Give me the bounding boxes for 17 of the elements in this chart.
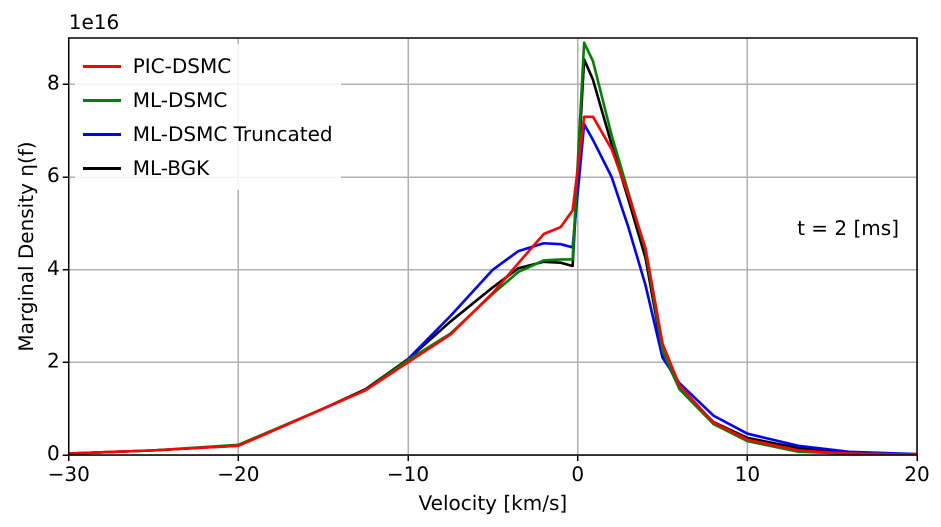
annotation: t = 2 [ms] bbox=[797, 216, 899, 240]
x-tick-label: 10 bbox=[734, 462, 760, 486]
y-tick-label: 4 bbox=[46, 256, 60, 280]
x-axis-title: Velocity [km/s] bbox=[418, 491, 568, 516]
legend-label: ML-BGK bbox=[132, 155, 210, 182]
x-tick-label: 0 bbox=[571, 462, 584, 486]
y-tick-label: 6 bbox=[46, 163, 60, 188]
y-tick-label: 2 bbox=[46, 348, 60, 373]
y-axis-title: Marginal Density η(f) bbox=[14, 141, 38, 352]
text: 1e16 bbox=[68, 10, 120, 34]
x-tick-label: 20 bbox=[904, 462, 930, 486]
legend-label: ML-DSMC bbox=[132, 87, 228, 114]
legend-label: ML-DSMC Truncated bbox=[132, 121, 333, 148]
x-tick-label: −20 bbox=[217, 462, 260, 486]
x-tick-label: −10 bbox=[386, 462, 430, 486]
legend-label: PIC-DSMC bbox=[132, 53, 232, 80]
y-tick-label: 8 bbox=[46, 70, 60, 95]
